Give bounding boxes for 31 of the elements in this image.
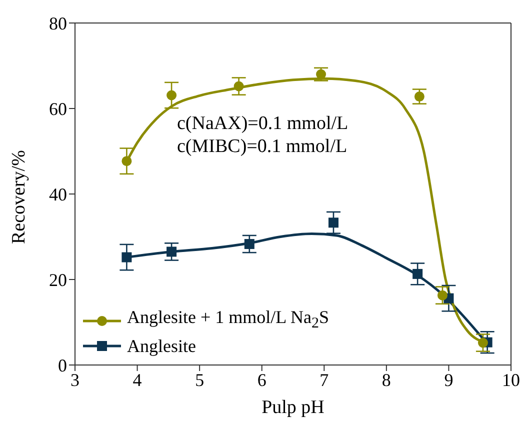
x-tick-label: 3 <box>70 370 80 390</box>
annotation: c(NaAX)=0.1 mmol/L <box>177 112 348 135</box>
x-axis-title: Pulp pH <box>262 397 325 418</box>
point <box>316 69 326 80</box>
point <box>414 92 424 102</box>
y-tick-label: 0 <box>58 355 67 376</box>
point <box>166 246 177 257</box>
point <box>328 218 338 228</box>
legend-label: Anglesite <box>127 335 196 357</box>
y-axis-title: Recovery/% <box>8 150 30 244</box>
point <box>166 90 177 100</box>
point <box>244 239 254 250</box>
y-tick-label: 40 <box>49 184 67 204</box>
point <box>412 268 423 279</box>
legend-label: Anglesite + 1 mmol/L Na$_{2}$S <box>127 306 329 334</box>
x-tick-label: 10 <box>502 370 520 390</box>
point <box>122 156 132 166</box>
point <box>122 252 132 262</box>
point <box>234 81 244 92</box>
x-tick-label: 8 <box>382 370 391 390</box>
annotation: c(MIBC)=0.1 mmol/L <box>177 135 348 158</box>
x-tick-label: 4 <box>132 370 142 390</box>
y-tick-label: 20 <box>49 270 67 290</box>
point <box>478 338 488 348</box>
x-tick-label: 5 <box>195 370 204 390</box>
x-tick-label: 7 <box>320 370 329 390</box>
x-tick-label: 9 <box>444 370 454 390</box>
y-tick-label: 80 <box>49 13 67 34</box>
point <box>437 290 448 300</box>
x-tick-label: 6 <box>257 370 266 390</box>
y-tick-label: 60 <box>49 98 67 119</box>
